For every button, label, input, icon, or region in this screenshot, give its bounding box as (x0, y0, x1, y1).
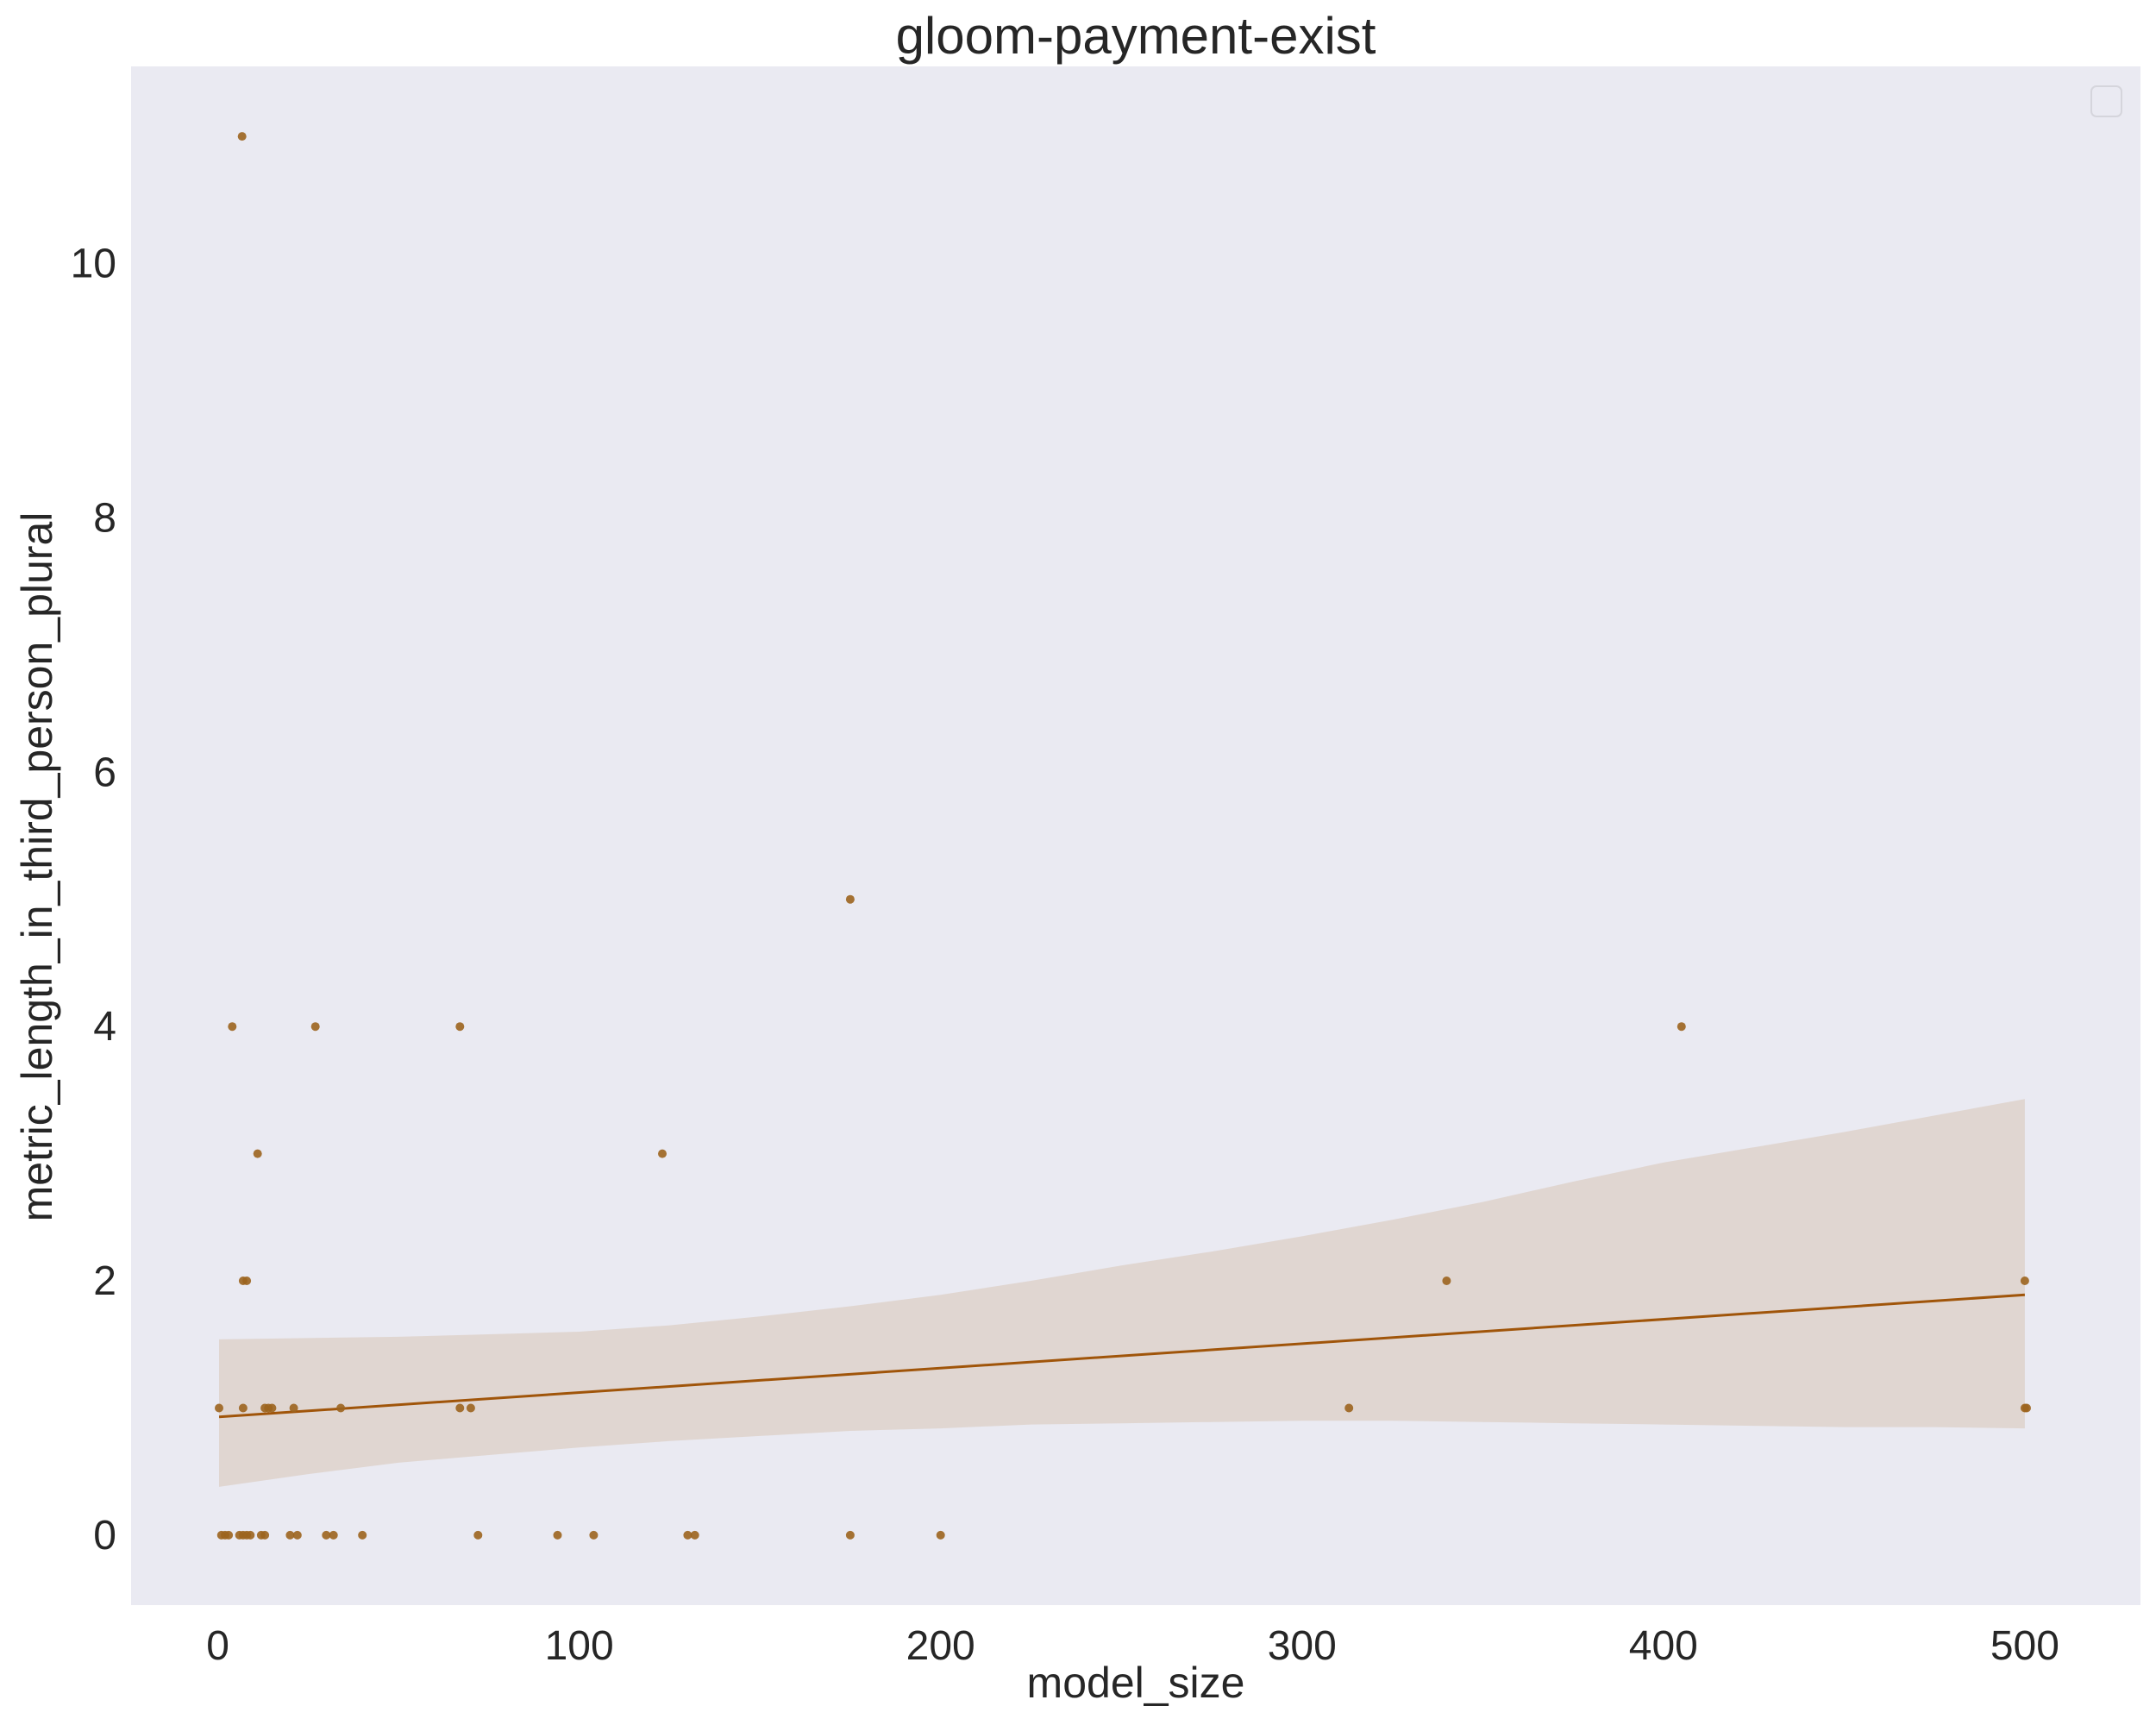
y-tick-label: 0 (93, 1513, 116, 1559)
data-point (845, 894, 855, 904)
regression-line (218, 1293, 2026, 1419)
y-axis-label: metric_length_in_third_person_plural (13, 512, 61, 1222)
data-point (690, 1530, 699, 1540)
data-point (2022, 1403, 2031, 1413)
x-tick-labels: 0 100 200 300 400 500 (206, 1623, 2059, 1669)
data-point (336, 1403, 346, 1413)
data-point (455, 1403, 465, 1413)
data-point (2020, 1276, 2029, 1285)
data-point (329, 1530, 338, 1540)
y-tick-labels: 0 2 4 6 8 10 (71, 242, 116, 1559)
data-point (292, 1530, 302, 1540)
data-point (1344, 1403, 1354, 1413)
chart-title: gloom-payment-exist (896, 7, 1376, 65)
x-tick-label: 0 (206, 1623, 229, 1669)
x-tick-label: 500 (1990, 1623, 2059, 1669)
x-tick-label: 100 (545, 1623, 614, 1669)
data-point (1677, 1022, 1686, 1032)
data-point (358, 1530, 367, 1540)
data-point (310, 1022, 320, 1032)
data-point (267, 1403, 277, 1413)
x-tick-label: 200 (906, 1623, 975, 1669)
data-points-layer (215, 132, 2031, 1540)
data-point (1442, 1276, 1451, 1285)
data-point (246, 1530, 255, 1540)
data-point (228, 1022, 237, 1032)
data-point (289, 1403, 298, 1413)
data-point (658, 1149, 667, 1158)
confidence-band (219, 1099, 2025, 1487)
data-point (253, 1149, 262, 1158)
y-tick-label: 10 (71, 242, 116, 287)
x-axis-label: model_size (1027, 1659, 1245, 1707)
data-point (936, 1530, 945, 1540)
data-point (473, 1530, 483, 1540)
y-tick-label: 8 (93, 495, 116, 541)
x-tick-label: 400 (1629, 1623, 1698, 1669)
data-point (683, 1530, 693, 1540)
data-point (589, 1530, 599, 1540)
legend-box (2090, 85, 2122, 117)
data-point (466, 1403, 475, 1413)
y-tick-label: 6 (93, 750, 116, 795)
y-tick-label: 2 (93, 1258, 116, 1304)
data-point (215, 1403, 223, 1413)
data-point (455, 1022, 465, 1032)
data-point (224, 1530, 234, 1540)
confidence-band-layer (219, 1099, 2025, 1487)
data-point (242, 1276, 252, 1285)
y-tick-label: 4 (93, 1004, 116, 1050)
data-point (285, 1530, 295, 1540)
data-point (260, 1530, 270, 1540)
data-point (553, 1530, 562, 1540)
data-point (845, 1530, 855, 1540)
data-point (237, 132, 247, 141)
x-tick-label: 300 (1268, 1623, 1337, 1669)
data-point (322, 1530, 331, 1540)
data-point (238, 1403, 248, 1413)
regression-line-layer (218, 1293, 2026, 1419)
